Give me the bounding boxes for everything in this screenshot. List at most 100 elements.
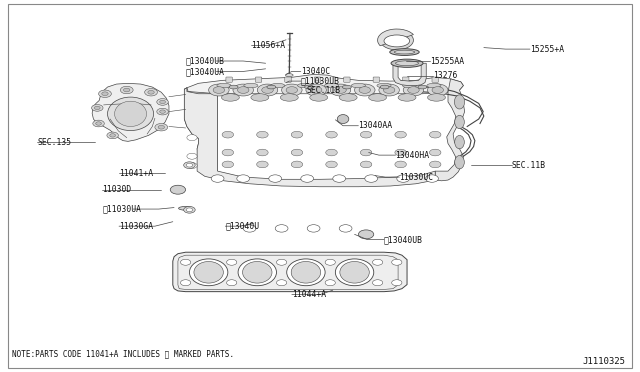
Circle shape — [372, 280, 383, 286]
Circle shape — [276, 259, 287, 265]
Wedge shape — [378, 29, 413, 46]
Circle shape — [110, 134, 115, 137]
Circle shape — [227, 259, 237, 265]
Ellipse shape — [391, 59, 423, 67]
Ellipse shape — [310, 94, 328, 101]
Circle shape — [432, 87, 444, 93]
Polygon shape — [435, 79, 465, 181]
Circle shape — [275, 225, 288, 232]
Circle shape — [184, 206, 195, 213]
Ellipse shape — [229, 85, 238, 89]
Ellipse shape — [115, 101, 147, 126]
Circle shape — [187, 153, 197, 159]
Text: 13276: 13276 — [433, 71, 457, 80]
FancyBboxPatch shape — [285, 77, 291, 82]
Circle shape — [96, 122, 101, 125]
Ellipse shape — [298, 83, 312, 88]
Circle shape — [257, 149, 268, 156]
Ellipse shape — [454, 135, 465, 149]
Circle shape — [360, 161, 372, 168]
Ellipse shape — [287, 259, 325, 286]
Text: J1110325: J1110325 — [583, 357, 626, 366]
Circle shape — [160, 110, 165, 113]
Ellipse shape — [271, 83, 285, 88]
Circle shape — [187, 135, 197, 141]
Text: ※13040UB: ※13040UB — [384, 235, 423, 244]
Circle shape — [310, 87, 322, 93]
Circle shape — [186, 163, 193, 167]
Text: 13040AA: 13040AA — [358, 121, 392, 130]
Ellipse shape — [337, 115, 349, 124]
Ellipse shape — [280, 94, 298, 101]
Ellipse shape — [342, 85, 351, 89]
Circle shape — [160, 100, 165, 103]
Circle shape — [102, 92, 108, 96]
Ellipse shape — [108, 97, 154, 131]
FancyBboxPatch shape — [432, 77, 438, 82]
Circle shape — [325, 259, 335, 265]
Text: SEC.135: SEC.135 — [37, 138, 71, 147]
Circle shape — [372, 259, 383, 265]
FancyBboxPatch shape — [314, 77, 321, 82]
Circle shape — [392, 280, 402, 286]
Circle shape — [291, 131, 303, 138]
Ellipse shape — [454, 155, 465, 169]
Polygon shape — [184, 88, 218, 171]
Ellipse shape — [189, 259, 228, 286]
Circle shape — [257, 161, 268, 168]
Circle shape — [186, 208, 193, 212]
Circle shape — [306, 84, 326, 96]
Text: 11041+A: 11041+A — [119, 169, 153, 178]
Circle shape — [120, 86, 133, 94]
Text: 11030GA: 11030GA — [119, 222, 153, 231]
Text: ※11030UB: ※11030UB — [301, 77, 340, 86]
Circle shape — [335, 87, 346, 93]
Ellipse shape — [398, 94, 416, 101]
Circle shape — [379, 84, 399, 96]
Circle shape — [429, 161, 441, 168]
Ellipse shape — [340, 262, 369, 283]
Circle shape — [330, 84, 351, 96]
Circle shape — [426, 175, 438, 182]
Ellipse shape — [251, 94, 269, 101]
Circle shape — [158, 125, 164, 129]
Circle shape — [365, 175, 378, 182]
Circle shape — [395, 149, 406, 156]
Ellipse shape — [324, 83, 339, 88]
Circle shape — [237, 175, 250, 182]
Text: NOTE:PARTS CODE 11041+A INCLUDES ※ MARKED PARTS.: NOTE:PARTS CODE 11041+A INCLUDES ※ MARKE… — [12, 350, 234, 359]
Ellipse shape — [339, 94, 357, 101]
Circle shape — [380, 31, 413, 50]
Circle shape — [233, 84, 253, 96]
Circle shape — [237, 87, 249, 93]
Circle shape — [326, 149, 337, 156]
Polygon shape — [184, 88, 435, 187]
Text: SEC.11B: SEC.11B — [512, 161, 546, 170]
Circle shape — [99, 90, 111, 97]
Ellipse shape — [403, 83, 417, 88]
Text: 11030D: 11030D — [102, 185, 132, 194]
Text: 11030UC: 11030UC — [399, 173, 433, 182]
Circle shape — [291, 149, 303, 156]
Circle shape — [355, 84, 375, 96]
Circle shape — [291, 161, 303, 168]
Circle shape — [333, 175, 346, 182]
Circle shape — [213, 87, 225, 93]
Text: ※13040UB: ※13040UB — [186, 57, 225, 65]
Circle shape — [383, 87, 395, 93]
Circle shape — [395, 161, 406, 168]
FancyBboxPatch shape — [226, 77, 232, 82]
Circle shape — [429, 131, 441, 138]
Circle shape — [397, 175, 410, 182]
Text: 15255AA: 15255AA — [430, 57, 464, 65]
Circle shape — [276, 280, 287, 286]
Circle shape — [211, 175, 224, 182]
Circle shape — [326, 161, 337, 168]
Ellipse shape — [454, 95, 465, 109]
Polygon shape — [173, 252, 407, 292]
Circle shape — [301, 175, 314, 182]
Text: 11044+A: 11044+A — [292, 290, 326, 299]
Text: ※13040UA: ※13040UA — [186, 67, 225, 76]
Circle shape — [286, 87, 298, 93]
Ellipse shape — [285, 74, 293, 77]
